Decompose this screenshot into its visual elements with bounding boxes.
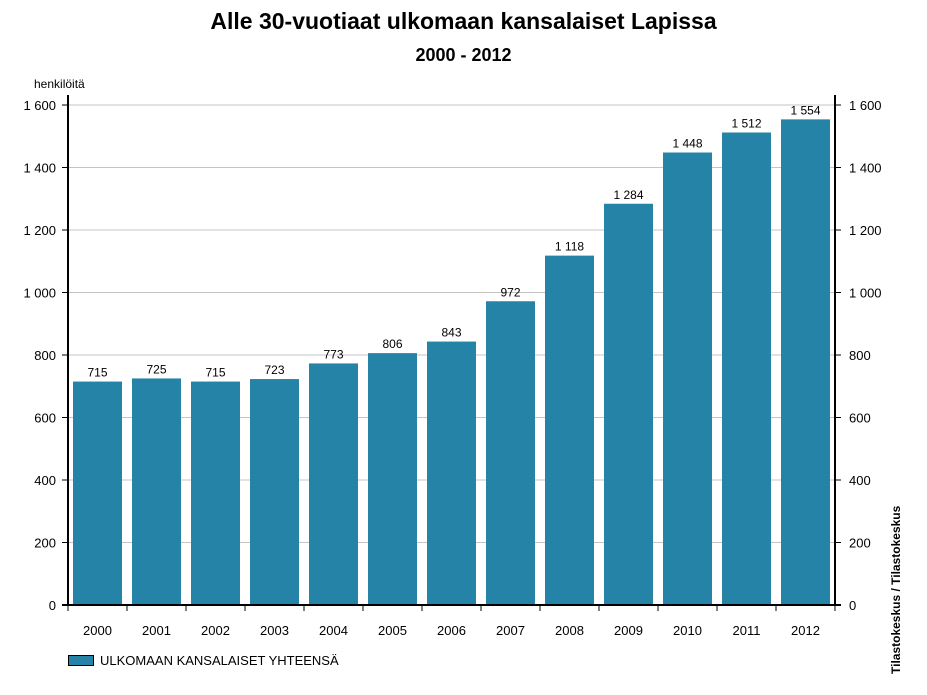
data-label: 806	[382, 337, 402, 351]
bar	[486, 301, 535, 605]
bar	[545, 255, 594, 605]
legend-label: ULKOMAAN KANSALAISET YHTEENSÄ	[100, 653, 339, 668]
x-tick-label: 2001	[142, 623, 171, 638]
y-axis-unit-label: henkilöitä	[34, 77, 85, 91]
data-label: 1 118	[555, 240, 584, 254]
bar	[722, 132, 771, 605]
data-label: 773	[323, 347, 343, 361]
data-label: 715	[205, 366, 225, 380]
data-label: 1 512	[731, 117, 761, 131]
x-tick-label: 2012	[791, 623, 820, 638]
y-tick-label-right: 1 200	[849, 223, 882, 238]
y-tick-label-right: 200	[849, 536, 871, 551]
data-label: 1 448	[672, 137, 702, 151]
y-tick-label: 0	[49, 598, 56, 613]
bar	[427, 341, 476, 605]
legend-swatch	[68, 655, 94, 666]
x-tick-label: 2002	[201, 623, 230, 638]
legend: ULKOMAAN KANSALAISET YHTEENSÄ	[68, 653, 339, 668]
y-tick-label: 800	[34, 348, 56, 363]
y-tick-label: 1 400	[23, 161, 56, 176]
y-tick-label-right: 1 400	[849, 161, 882, 176]
x-tick-label: 2010	[673, 623, 702, 638]
x-tick-label: 2005	[378, 623, 407, 638]
y-tick-label-right: 800	[849, 348, 871, 363]
y-tick-label-right: 600	[849, 411, 871, 426]
chart-subtitle: 2000 - 2012	[415, 45, 512, 65]
data-label: 1 554	[790, 103, 820, 117]
x-tick-label: 2008	[555, 623, 584, 638]
bar	[604, 203, 653, 605]
y-tick-label-right: 1 000	[849, 286, 882, 301]
y-tick-label: 600	[34, 411, 56, 426]
x-tick-label: 2006	[437, 623, 466, 638]
x-tick-label: 2007	[496, 623, 525, 638]
x-tick-label: 2011	[733, 623, 761, 638]
bar	[781, 119, 830, 605]
y-tick-label-right: 0	[849, 598, 856, 613]
y-tick-label: 400	[34, 473, 56, 488]
data-label: 843	[441, 326, 461, 340]
bar	[309, 363, 358, 605]
x-tick-label: 2003	[260, 623, 289, 638]
bar	[663, 152, 712, 605]
x-tick-label: 2009	[614, 623, 643, 638]
bar	[73, 381, 122, 605]
bar	[250, 379, 299, 605]
x-tick-label: 2004	[319, 623, 348, 638]
data-label: 723	[264, 363, 284, 377]
x-tick-label: 2000	[83, 623, 112, 638]
bar	[368, 353, 417, 605]
y-tick-label: 200	[34, 536, 56, 551]
bar	[191, 381, 240, 605]
chart-title: Alle 30-vuotiaat ulkomaan kansalaiset La…	[210, 8, 717, 34]
bar	[132, 378, 181, 605]
data-label: 972	[500, 285, 520, 299]
y-tick-label-right: 400	[849, 473, 871, 488]
data-label: 715	[87, 366, 107, 380]
y-tick-label: 1 200	[23, 223, 56, 238]
data-label: 725	[146, 362, 166, 376]
data-label: 1 284	[613, 188, 643, 202]
y-tick-label: 1 000	[23, 286, 56, 301]
y-tick-label-right: 1 600	[849, 98, 882, 113]
y-tick-label: 1 600	[23, 98, 56, 113]
